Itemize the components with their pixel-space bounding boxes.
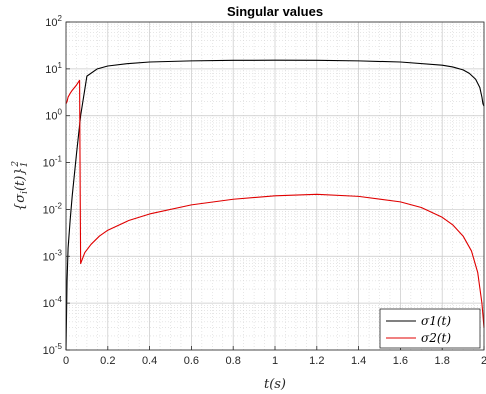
legend-label-sigma2: σ2(t)	[421, 331, 451, 345]
data-point	[471, 250, 472, 251]
y-ticks: 10-5 10-4 10-3 10-2 10-1 100 101 102	[43, 14, 70, 357]
data-point	[400, 201, 401, 202]
y-tick-label: 10-5	[43, 342, 63, 357]
data-point	[80, 195, 81, 196]
data-point	[481, 96, 482, 97]
x-tick-label: 0	[63, 355, 69, 367]
legend: σ1(t) σ2(t)	[379, 308, 481, 349]
x-ticks: 0 0.2 0.4 0.6 0.8 1 1.2 1.4 1.6 1.8 2	[63, 346, 486, 367]
data-point	[452, 66, 453, 67]
data-point	[76, 85, 77, 86]
grid	[65, 21, 485, 351]
data-point	[358, 196, 359, 197]
y-tick-label: 100	[45, 108, 62, 123]
legend-label-sigma1: σ1(t)	[421, 314, 451, 328]
data-point	[76, 154, 77, 155]
data-point	[274, 60, 275, 61]
y-tick-label: 10-3	[43, 248, 63, 263]
data-point	[463, 235, 464, 236]
data-point	[274, 195, 275, 196]
data-point	[128, 220, 129, 221]
data-point	[107, 230, 108, 231]
data-point	[469, 73, 470, 74]
chart-title: Singular values	[227, 4, 323, 19]
data-point	[80, 263, 81, 264]
data-point	[233, 60, 234, 61]
data-point	[67, 96, 68, 97]
legend-box	[379, 308, 481, 349]
data-point	[128, 63, 129, 64]
series-group	[65, 59, 485, 351]
x-tick-label: 0.2	[100, 355, 115, 367]
data-point	[191, 204, 192, 205]
data-point	[90, 244, 91, 245]
data-point	[97, 68, 98, 69]
y-tick-label: 102	[45, 14, 62, 29]
y-tick-label: 10-1	[43, 155, 63, 170]
x-tick-label: 1	[272, 355, 278, 367]
data-point	[316, 194, 317, 195]
data-point	[67, 247, 68, 248]
data-point	[442, 65, 443, 66]
data-point	[72, 195, 73, 196]
data-point	[316, 60, 317, 61]
data-point	[463, 69, 464, 70]
data-point	[70, 93, 71, 94]
data-point	[475, 79, 476, 80]
data-point	[421, 207, 422, 208]
data-point	[66, 280, 67, 281]
data-point	[400, 61, 401, 62]
x-tick-label: 1.4	[351, 355, 366, 367]
x-tick-label: 2	[481, 355, 486, 367]
y-tick-label: 101	[45, 61, 62, 76]
data-point	[79, 80, 80, 81]
x-axis-label: t(s)	[264, 377, 286, 392]
data-point	[358, 60, 359, 61]
data-point	[479, 87, 480, 88]
data-point	[191, 60, 192, 61]
data-point	[149, 61, 150, 62]
x-tick-label: 1.8	[435, 355, 450, 367]
data-point	[481, 303, 482, 304]
data-point	[442, 217, 443, 218]
y-axis-label: {σi(t)}12	[11, 161, 30, 211]
data-point	[149, 213, 150, 214]
data-point	[70, 219, 71, 220]
series-line-sigma2	[65, 79, 485, 328]
x-tick-label: 0.6	[184, 355, 199, 367]
data-point	[452, 224, 453, 225]
x-tick-label: 0.4	[142, 355, 157, 367]
y-tick-label: 10-2	[43, 201, 63, 216]
data-point	[99, 235, 100, 236]
data-point	[477, 272, 478, 273]
data-point	[107, 65, 108, 66]
series-line-sigma1	[65, 59, 485, 351]
data-point	[66, 101, 67, 102]
data-point	[84, 252, 85, 253]
data-point	[233, 199, 234, 200]
x-tick-label: 1.6	[393, 355, 408, 367]
data-point	[72, 90, 73, 91]
data-point	[86, 76, 87, 77]
x-tick-label: 1.2	[309, 355, 324, 367]
data-point	[482, 103, 483, 104]
x-tick-label: 0.8	[226, 355, 241, 367]
y-tick-label: 10-4	[43, 295, 63, 310]
